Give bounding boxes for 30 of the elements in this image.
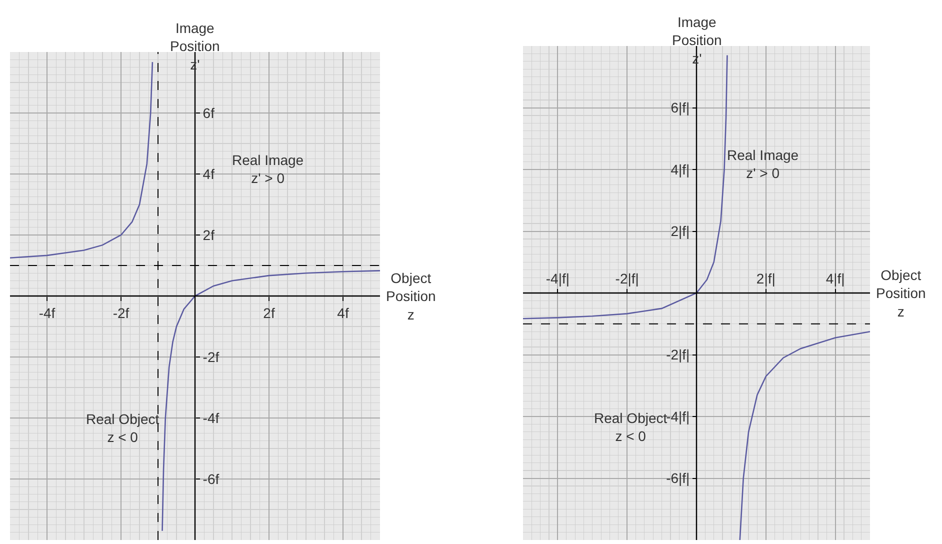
- line-series: [10, 61, 154, 259]
- y-tick-label: -4f: [202, 410, 220, 426]
- line-series: [523, 54, 728, 320]
- x-tick-label: 2f: [263, 304, 275, 321]
- y-tick-label: -2|f|: [666, 346, 690, 363]
- x-axis-title: Object Position z: [876, 267, 926, 320]
- x-tick-label: 4|f|: [826, 270, 845, 286]
- y-tick-label: 2f: [202, 226, 215, 243]
- y-tick-label: 4f: [202, 166, 215, 182]
- y-tick-label: -6f: [202, 470, 220, 487]
- x-tick-label: 4f: [337, 304, 349, 321]
- annotation: Real Image z' > 0: [727, 147, 799, 182]
- y-tick-label: -6|f|: [666, 470, 690, 486]
- annotation: Real Image z' > 0: [232, 152, 304, 186]
- x-axis-title: Object Position z: [386, 270, 436, 322]
- line-series: [162, 270, 380, 532]
- y-tick-label: -2f: [202, 348, 220, 365]
- y-tick-label: 4|f|: [670, 161, 690, 178]
- y-tick-label: 6|f|: [670, 100, 690, 116]
- y-tick-label: -4|f|: [666, 408, 690, 424]
- x-tick-label: -2f: [112, 304, 130, 321]
- line-series: [739, 330, 870, 540]
- annotation: Real Object z < 0: [86, 411, 160, 446]
- x-tick-label: -4|f|: [546, 270, 570, 286]
- annotation: Real Object z < 0: [594, 410, 668, 444]
- x-tick-label: -4f: [38, 304, 56, 321]
- y-tick-label: 2|f|: [670, 223, 690, 240]
- y-tick-label: 6f: [202, 104, 215, 121]
- x-tick-label: -2|f|: [615, 270, 639, 286]
- x-tick-label: 2|f|: [756, 270, 776, 286]
